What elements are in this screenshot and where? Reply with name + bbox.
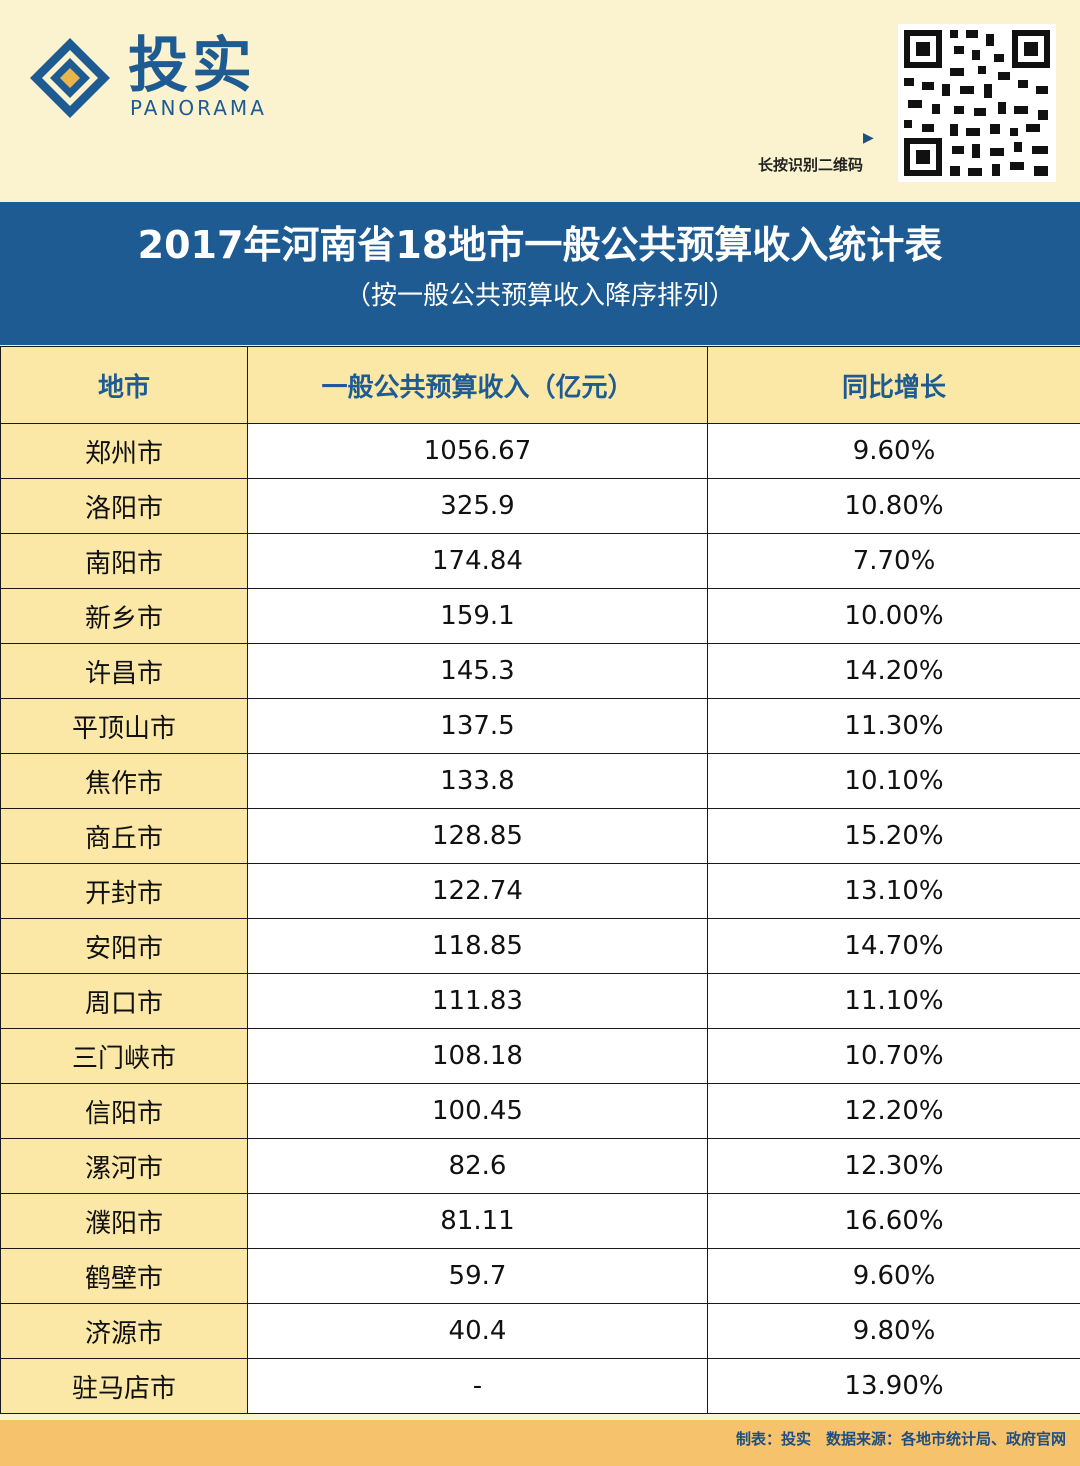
growth-cell: 11.10% — [707, 973, 1080, 1029]
page-subtitle: （按一般公共预算收入降序排列） — [344, 281, 735, 311]
table-row: 开封市 122.74 13.10% — [0, 863, 1080, 919]
city-cell: 郑州市 — [0, 423, 248, 479]
qr-hint: 长按识别二维码 — [758, 156, 864, 174]
growth-cell: 9.60% — [707, 1248, 1080, 1304]
revenue-cell: - — [247, 1358, 708, 1414]
city-cell: 焦作市 — [0, 753, 248, 809]
growth-cell: 13.90% — [707, 1358, 1080, 1414]
growth-cell: 7.70% — [707, 533, 1080, 589]
city-cell: 洛阳市 — [0, 478, 248, 534]
table-row: 洛阳市 325.9 10.80% — [0, 478, 1080, 534]
revenue-cell: 137.5 — [247, 698, 708, 754]
table-row: 濮阳市 81.11 16.60% — [0, 1193, 1080, 1249]
revenue-table: 地市 一般公共预算收入（亿元） 同比增长 郑州市 1056.67 9.60% 洛阳市… — [0, 346, 1080, 1414]
brand-subtitle: PANORAMA — [130, 96, 267, 120]
growth-cell: 10.80% — [707, 478, 1080, 534]
growth-cell: 12.30% — [707, 1138, 1080, 1194]
table-header-row: 地市 一般公共预算收入（亿元） 同比增长 — [0, 346, 1080, 424]
revenue-cell: 81.11 — [247, 1193, 708, 1249]
table-row: 商丘市 128.85 15.20% — [0, 808, 1080, 864]
revenue-cell: 100.45 — [247, 1083, 708, 1139]
revenue-cell: 1056.67 — [247, 423, 708, 479]
qr-code-icon[interactable] — [898, 24, 1056, 182]
table-row: 漯河市 82.6 12.30% — [0, 1138, 1080, 1194]
table-row: 驻马店市 -13.90% — [0, 1358, 1080, 1414]
city-cell: 南阳市 — [0, 533, 248, 589]
city-cell: 濮阳市 — [0, 1193, 248, 1249]
growth-cell: 10.70% — [707, 1028, 1080, 1084]
growth-cell: 9.60% — [707, 423, 1080, 479]
column-header-city: 地市 — [0, 346, 248, 424]
city-cell: 新乡市 — [0, 588, 248, 644]
growth-cell: 10.00% — [707, 588, 1080, 644]
growth-cell: 9.80% — [707, 1303, 1080, 1359]
growth-cell: 13.10% — [707, 863, 1080, 919]
city-cell: 许昌市 — [0, 643, 248, 699]
title-band — [0, 202, 1080, 345]
brand-name: 投实 — [128, 31, 256, 101]
revenue-cell: 111.83 — [247, 973, 708, 1029]
city-cell: 周口市 — [0, 973, 248, 1029]
city-cell: 安阳市 — [0, 918, 248, 974]
revenue-cell: 133.8 — [247, 753, 708, 809]
revenue-cell: 108.18 — [247, 1028, 708, 1084]
column-header-revenue: 一般公共预算收入（亿元） — [247, 346, 708, 424]
growth-cell: 16.60% — [707, 1193, 1080, 1249]
table-row: 济源市 40.4 9.80% — [0, 1303, 1080, 1359]
table-row: 新乡市 159.1 10.00% — [0, 588, 1080, 644]
city-cell: 漯河市 — [0, 1138, 248, 1194]
growth-cell: 11.30% — [707, 698, 1080, 754]
revenue-cell: 40.4 — [247, 1303, 708, 1359]
city-cell: 驻马店市 — [0, 1358, 248, 1414]
table-row: 平顶山市 137.5 11.30% — [0, 698, 1080, 754]
growth-cell: 14.20% — [707, 643, 1080, 699]
city-cell: 商丘市 — [0, 808, 248, 864]
brand-logo — [30, 38, 110, 118]
table-row: 三门峡市 108.18 10.70% — [0, 1028, 1080, 1084]
revenue-cell: 159.1 — [247, 588, 708, 644]
footer-band — [0, 1420, 1080, 1466]
revenue-cell: 145.3 — [247, 643, 708, 699]
growth-cell: 15.20% — [707, 808, 1080, 864]
page-title: 2017年河南省18地市一般公共预算收入统计表 — [137, 223, 943, 267]
revenue-cell: 82.6 — [247, 1138, 708, 1194]
table-row: 郑州市 1056.67 9.60% — [0, 423, 1080, 479]
city-cell: 信阳市 — [0, 1083, 248, 1139]
revenue-cell: 325.9 — [247, 478, 708, 534]
city-cell: 开封市 — [0, 863, 248, 919]
city-cell: 济源市 — [0, 1303, 248, 1359]
table-row: 焦作市 133.8 10.10% — [0, 753, 1080, 809]
revenue-cell: 174.84 — [247, 533, 708, 589]
table-row: 信阳市 100.45 12.20% — [0, 1083, 1080, 1139]
revenue-cell: 59.7 — [247, 1248, 708, 1304]
table-row: 鹤壁市 59.7 9.60% — [0, 1248, 1080, 1304]
column-header-growth: 同比增长 — [707, 346, 1080, 424]
city-cell: 鹤壁市 — [0, 1248, 248, 1304]
growth-cell: 10.10% — [707, 753, 1080, 809]
revenue-cell: 122.74 — [247, 863, 708, 919]
city-cell: 平顶山市 — [0, 698, 248, 754]
table-row: 许昌市 145.3 14.20% — [0, 643, 1080, 699]
growth-cell: 12.20% — [707, 1083, 1080, 1139]
revenue-cell: 128.85 — [247, 808, 708, 864]
table-row: 南阳市 174.84 7.70% — [0, 533, 1080, 589]
table-row: 安阳市 118.85 14.70% — [0, 918, 1080, 974]
growth-cell: 14.70% — [707, 918, 1080, 974]
footer-credit: 制表：投实 数据来源：各地市统计局、政府官网 — [735, 1430, 1066, 1448]
table-row: 周口市 111.83 11.10% — [0, 973, 1080, 1029]
revenue-cell: 118.85 — [247, 918, 708, 974]
play-arrow-icon: ▶ — [863, 130, 874, 146]
city-cell: 三门峡市 — [0, 1028, 248, 1084]
